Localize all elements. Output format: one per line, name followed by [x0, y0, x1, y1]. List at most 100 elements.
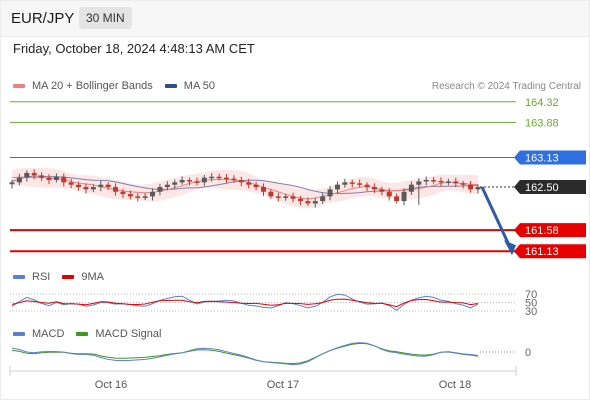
candle-body: [164, 184, 170, 188]
candle-body: [468, 184, 474, 190]
level-badge-text: 162.50: [525, 182, 559, 194]
level-label-164.32: 164.32: [525, 97, 559, 109]
legend-rsi-swatch: [13, 275, 25, 279]
candle-body: [90, 187, 96, 190]
candle-body: [187, 180, 193, 182]
rsi-9ma-line: [11, 298, 479, 308]
candle-body: [31, 172, 37, 176]
candle-body: [113, 187, 119, 192]
candle-body: [83, 187, 89, 190]
credit-text: Research © 2024 Trading Central: [431, 81, 581, 92]
instrument-title: EUR/JPY: [11, 10, 75, 27]
rsi-tick-30: 30: [525, 306, 537, 318]
candle-body: [320, 196, 326, 202]
candle-body: [76, 184, 82, 188]
candle-body: [150, 191, 156, 197]
legend-macd-label: MACD: [32, 328, 65, 340]
candle-body: [438, 180, 444, 183]
candle-body: [9, 182, 15, 185]
candle-body: [312, 201, 318, 204]
candle-body: [172, 182, 178, 185]
candle-body: [157, 187, 163, 192]
candle-body: [216, 176, 222, 179]
ma20-line: [11, 176, 479, 200]
timestamp: Friday, October 18, 2024 4:48:13 AM CET: [13, 41, 255, 56]
rsi-legend: RSI 9MA: [13, 271, 116, 283]
legend-macd-signal-swatch: [76, 332, 89, 336]
candle-body: [394, 196, 400, 202]
rsi-line: [11, 293, 479, 311]
candle-body: [231, 178, 237, 181]
candle-body: [24, 172, 30, 178]
legend-9ma: 9MA: [62, 271, 104, 283]
candle-body: [357, 183, 363, 185]
level-badge-bg: [514, 180, 586, 195]
legend-rsi: RSI: [13, 271, 50, 283]
candle-body: [275, 196, 281, 198]
candle-body: [297, 198, 303, 202]
candle-body: [342, 182, 348, 185]
candle-body: [142, 196, 148, 198]
candle-body: [68, 182, 74, 185]
candle-body: [475, 187, 481, 190]
candle-body: [179, 180, 185, 183]
candle-body: [238, 180, 244, 183]
rsi-tick-50: 50: [525, 298, 537, 310]
level-badge-text: 163.13: [525, 153, 559, 165]
legend-macd: MACD: [13, 328, 64, 340]
timeframe-badge[interactable]: 30 MIN: [79, 7, 132, 29]
level-badge-bg: [514, 223, 586, 238]
candle-body: [127, 194, 133, 197]
level-badge-text: 161.13: [525, 246, 559, 258]
legend-rsi-label: RSI: [32, 271, 51, 283]
candle-body: [46, 177, 52, 181]
legend-9ma-swatch: [62, 275, 75, 279]
candle-body: [371, 187, 377, 190]
candle-body: [105, 184, 111, 188]
legend-macd-swatch: [13, 332, 25, 336]
candle-body: [201, 177, 207, 183]
candle-body: [423, 180, 429, 182]
candle-body: [364, 184, 370, 188]
candle-body: [416, 181, 422, 185]
candle-body: [334, 184, 340, 190]
candle-body: [445, 181, 451, 183]
candle-body: [460, 183, 466, 185]
level-badge-161.13: 161.13: [514, 244, 586, 259]
candle-body: [39, 175, 45, 178]
macd-legend: MACD MACD Signal: [13, 328, 173, 340]
level-badge-bg: [514, 244, 586, 259]
candle-body: [408, 184, 414, 192]
legend-ma20-label: MA 20 + Bollinger Bands: [32, 80, 153, 92]
macd-signal-line: [11, 342, 479, 365]
level-badge-163.13: 163.13: [514, 150, 586, 165]
candle-body: [260, 187, 266, 192]
candle-body: [224, 177, 230, 180]
legend-ma20: MA 20 + Bollinger Bands: [13, 80, 153, 92]
legend-ma50-swatch: [164, 84, 177, 88]
candle-body: [305, 201, 311, 204]
level-badge-bg: [514, 150, 586, 165]
candle-body: [290, 196, 296, 199]
level-badge-162.50: 162.50: [514, 180, 586, 195]
legend-ma50-label: MA 50: [183, 80, 215, 92]
macd-line: [11, 342, 479, 366]
legend-macd-signal: MACD Signal: [76, 328, 161, 340]
candle-body: [401, 191, 407, 202]
candle-body: [98, 184, 104, 188]
top-bar: EUR/JPY 30 MIN: [0, 0, 590, 37]
candle-body: [209, 176, 215, 179]
legend-ma20-swatch: [13, 84, 25, 88]
candle-body: [379, 189, 385, 192]
candle-body: [16, 177, 22, 183]
main-legend: MA 20 + Bollinger Bands MA 50: [13, 80, 227, 92]
candle-body: [53, 176, 59, 181]
candle-body: [268, 191, 274, 197]
candle-body: [61, 176, 67, 183]
candle-body: [253, 184, 259, 188]
candle-body: [349, 182, 355, 184]
level-label-163.88: 163.88: [525, 117, 559, 129]
candle-body: [453, 181, 459, 184]
candle-body: [135, 196, 141, 198]
